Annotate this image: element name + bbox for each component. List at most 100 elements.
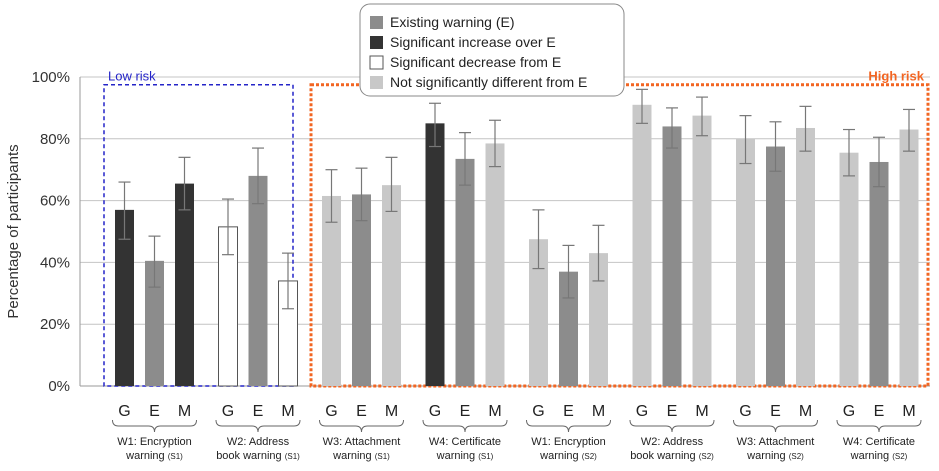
bar-label: E <box>563 403 574 420</box>
group-scenario: (S2) <box>699 452 714 461</box>
bar-label: G <box>118 403 130 420</box>
bar <box>248 175 268 386</box>
legend-swatch <box>369 55 384 70</box>
group-brace <box>836 419 922 433</box>
group-label-text: warning <box>436 450 479 462</box>
bar <box>632 104 652 386</box>
group-label-text: warning <box>539 450 582 462</box>
bar <box>589 253 608 386</box>
bar-label: G <box>222 403 234 420</box>
group-label-line2: warning (S2) <box>746 450 804 462</box>
group-label-text: book warning <box>216 450 285 462</box>
group-label: W4: Certificate <box>843 436 915 448</box>
bar <box>425 123 445 386</box>
bar-label: M <box>695 403 708 420</box>
group-scenario: (S2) <box>892 452 907 461</box>
bar <box>145 260 164 386</box>
group-scenario: (S2) <box>789 452 804 461</box>
group-brace <box>319 419 404 433</box>
group-label-line2: warning (S1) <box>125 450 183 462</box>
legend-box <box>359 3 625 97</box>
risk-region-label: Low risk <box>108 69 156 84</box>
group-label: W1: Encryption <box>531 436 606 448</box>
group-brace <box>629 419 715 433</box>
group-scenario: (S2) <box>582 452 597 461</box>
legend-label: Existing warning (E) <box>390 14 515 30</box>
group-brace <box>112 419 197 433</box>
legend: Existing warning (E) Significant increase… <box>359 3 625 97</box>
group-label-text: book warning <box>630 450 699 462</box>
risk-regions: Low risk High risk <box>103 69 930 388</box>
y-tick-label: 80% <box>40 131 70 148</box>
bar <box>796 127 815 387</box>
bar <box>899 129 919 386</box>
group-label: W2: Address <box>227 436 290 448</box>
group-brace <box>733 419 818 433</box>
group-label-line2: book warning (S1) <box>216 450 300 462</box>
bar <box>529 239 548 386</box>
legend-label: Not significantly different from E <box>390 74 587 90</box>
risk-region-box <box>103 83 294 387</box>
bar-label: E <box>253 403 264 420</box>
y-tick-label: 60% <box>40 193 70 210</box>
bar-label: G <box>532 403 544 420</box>
bar-label: M <box>799 403 812 420</box>
bar-label: E <box>149 403 160 420</box>
y-tick-label: 100% <box>32 69 70 86</box>
group-label: W4: Certificate <box>429 436 501 448</box>
group-scenario: (S1) <box>285 452 300 461</box>
group-label-line2: book warning (S2) <box>630 450 714 462</box>
bar-label: G <box>636 403 648 420</box>
bar <box>559 271 578 386</box>
bar <box>455 158 475 386</box>
group-label-line2: warning (S2) <box>539 450 597 462</box>
bar <box>766 146 785 386</box>
y-axis-title: Percentage of participants <box>5 144 22 318</box>
group-label-line2: warning (S1) <box>436 450 494 462</box>
bar-label: M <box>592 403 605 420</box>
bar-label: E <box>460 403 471 420</box>
group-label: W1: Encryption <box>117 436 192 448</box>
group-label-text: warning <box>332 450 375 462</box>
group-label-text: warning <box>746 450 789 462</box>
legend-swatch <box>370 76 383 89</box>
group-scenario: (S1) <box>478 452 493 461</box>
bar-label: M <box>281 403 294 420</box>
bars <box>115 88 919 387</box>
bar-label: M <box>385 403 398 420</box>
bar-label: G <box>739 403 751 420</box>
bar <box>839 152 859 386</box>
group-label-line2: warning (S2) <box>850 450 908 462</box>
axis-labels: 0% 20% 40% 60% 80% 100% Percentage of particip… <box>5 69 922 462</box>
group-label-text: warning <box>850 450 893 462</box>
y-tick-label: 0% <box>48 378 70 395</box>
group-label: W3: Attachment <box>737 436 815 448</box>
group-label: W2: Address <box>641 436 704 448</box>
risk-region-label: High risk <box>868 69 924 84</box>
group-label-text: warning <box>125 450 168 462</box>
bar-label: E <box>874 403 885 420</box>
group-brace <box>526 419 611 433</box>
bar-label: G <box>843 403 855 420</box>
group-brace <box>215 419 301 433</box>
bar <box>352 194 371 386</box>
bar-label: E <box>667 403 678 420</box>
legend-swatch <box>370 16 383 29</box>
bar-label: M <box>178 403 191 420</box>
bar-label: M <box>488 403 501 420</box>
y-tick-label: 20% <box>40 316 70 333</box>
bar-label: G <box>325 403 337 420</box>
bar <box>662 126 682 386</box>
group-label-line2: warning (S1) <box>332 450 390 462</box>
risk-region-box <box>309 83 930 388</box>
bar <box>692 115 712 386</box>
bar <box>382 185 401 386</box>
bar-label: E <box>356 403 367 420</box>
group-scenario: (S1) <box>375 452 390 461</box>
legend-label: Significant increase over E <box>390 34 556 50</box>
bar <box>175 183 194 386</box>
bar <box>485 143 505 386</box>
bar-label: G <box>429 403 441 420</box>
